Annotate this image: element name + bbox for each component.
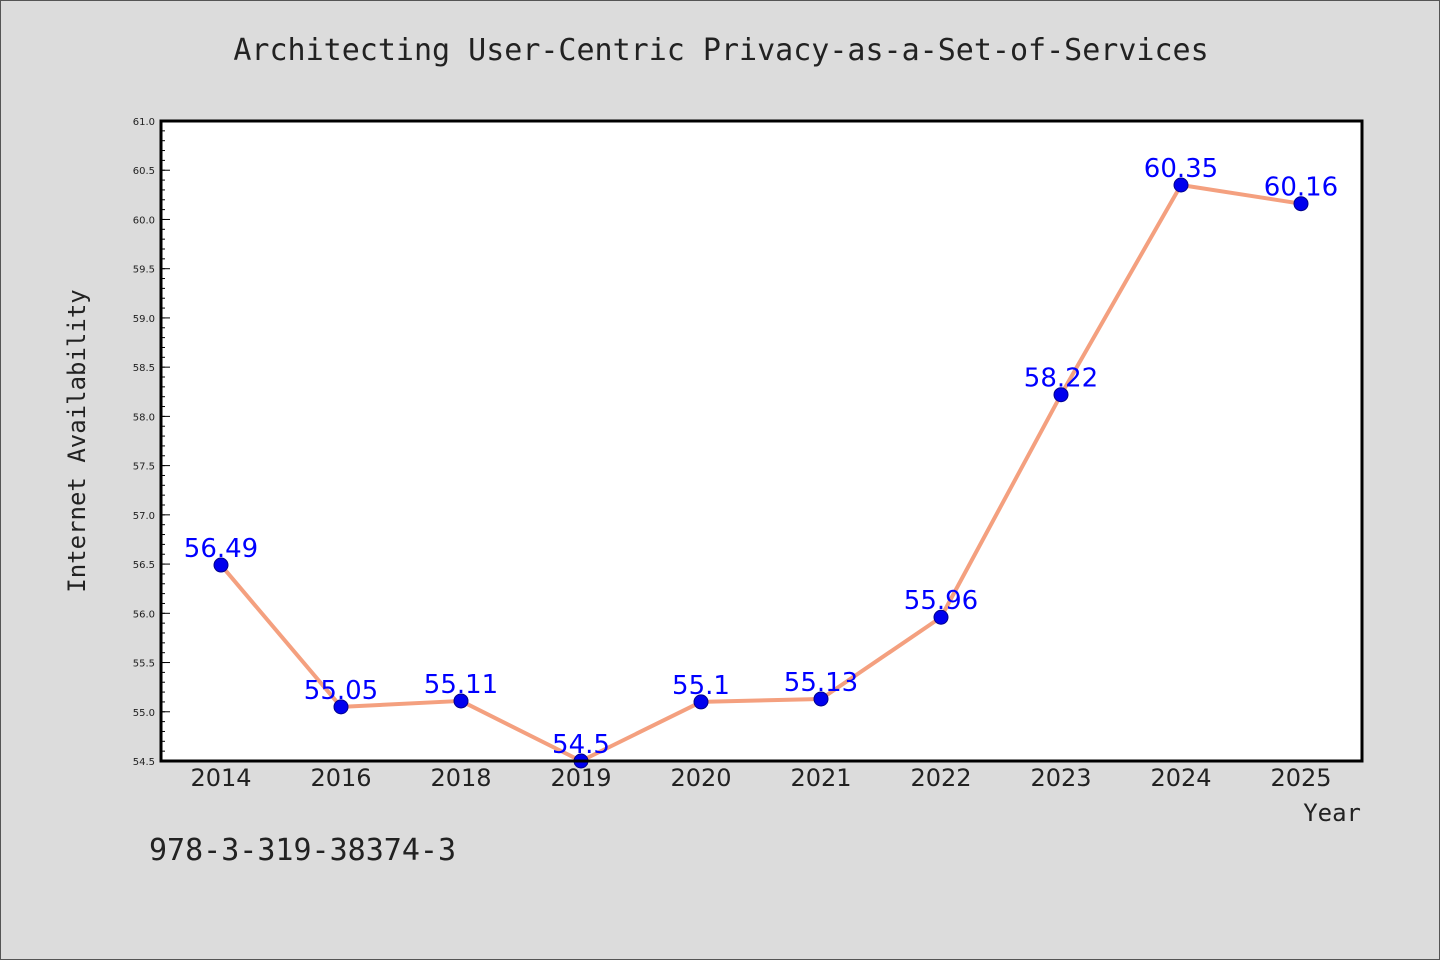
data-point (693, 694, 709, 710)
data-label: 55.05 (304, 676, 378, 706)
y-tick-label: 60.0 (133, 215, 155, 226)
data-point (813, 691, 829, 707)
data-label: 60.35 (1144, 154, 1218, 184)
data-point (453, 693, 469, 709)
data-label: 56.49 (184, 534, 258, 564)
x-tick-label: 2014 (190, 764, 251, 792)
data-label: 55.13 (784, 668, 858, 698)
y-tick-label: 58.5 (133, 363, 155, 374)
isbn-annotation: 978-3-319-38374-3 (149, 833, 457, 868)
data-label: 60.16 (1264, 173, 1338, 203)
plot-frame (159, 119, 1364, 763)
x-tick-label: 2022 (910, 764, 971, 792)
y-tick-label: 60.5 (133, 166, 155, 177)
data-point (1293, 196, 1309, 212)
y-tick-label: 54.5 (133, 757, 155, 768)
x-tick-label: 2024 (1150, 764, 1211, 792)
data-point (213, 557, 229, 573)
y-tick-label: 58.0 (133, 412, 155, 423)
y-tick-label: 59.0 (133, 314, 155, 325)
series-line (219, 183, 1303, 763)
data-label: 54.5 (552, 730, 610, 760)
y-tick-label: 57.5 (133, 462, 155, 473)
data-point (1053, 387, 1069, 403)
y-tick-label: 55.0 (133, 708, 155, 719)
x-tick-label: 2020 (670, 764, 731, 792)
data-label: 55.1 (672, 671, 730, 701)
x-tick-label: 2019 (550, 764, 611, 792)
data-label: 58.22 (1024, 364, 1098, 394)
y-tick-label: 55.5 (133, 659, 155, 670)
chart-title: Architecting User-Centric Privacy-as-a-S… (233, 33, 1209, 68)
plot-area (161, 121, 1362, 761)
y-tick-label: 56.0 (133, 609, 155, 620)
data-point (933, 609, 949, 625)
y-axis-title: Internet Availability (63, 289, 91, 592)
y-tick-label: 56.5 (133, 560, 155, 571)
x-tick-label: 2016 (310, 764, 371, 792)
y-tick-label: 57.0 (133, 511, 155, 522)
x-tick-label: 2021 (790, 764, 851, 792)
data-label: 55.96 (904, 586, 978, 616)
y-tick-label: 59.5 (133, 265, 155, 276)
data-point (1173, 177, 1189, 193)
x-axis-title: Year (1303, 799, 1361, 827)
x-tick-label: 2018 (430, 764, 491, 792)
x-tick-label: 2023 (1030, 764, 1091, 792)
data-point (333, 699, 349, 715)
y-tick-label: 61.0 (133, 117, 155, 128)
x-tick-label: 2025 (1270, 764, 1331, 792)
data-label: 55.11 (424, 670, 498, 700)
